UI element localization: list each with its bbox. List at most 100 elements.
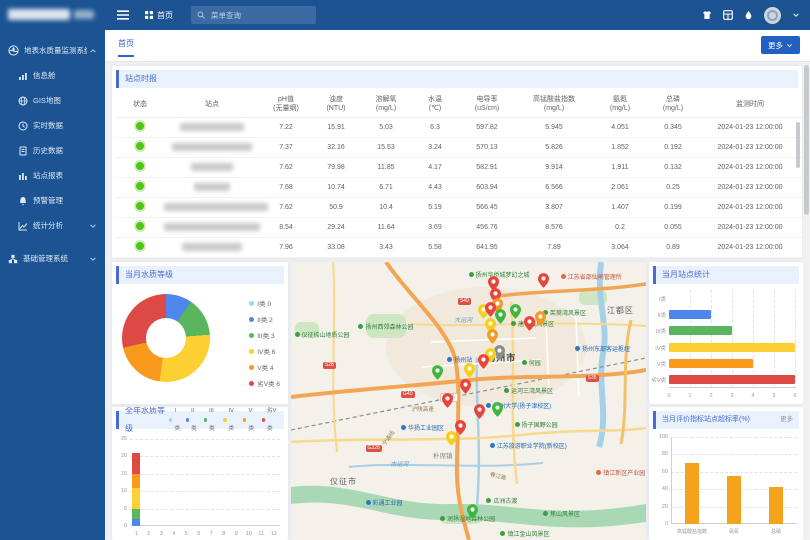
value-cell: 1.407 bbox=[592, 197, 648, 217]
value-cell: 5.03 bbox=[360, 117, 412, 137]
menu-toggle-icon[interactable] bbox=[117, 10, 129, 20]
table-scrollbar[interactable] bbox=[796, 122, 800, 168]
legend-dot bbox=[249, 365, 254, 370]
value-cell: 4.17 bbox=[412, 157, 458, 177]
menu-search-input[interactable] bbox=[209, 10, 310, 21]
value-cell: 0.199 bbox=[648, 197, 698, 217]
value-cell: 29.24 bbox=[312, 217, 360, 237]
status-cell bbox=[116, 157, 164, 177]
more-button[interactable]: 更多 bbox=[761, 36, 800, 54]
legend-dot bbox=[169, 418, 173, 422]
sidebar-item-label: GIS地图 bbox=[33, 95, 97, 106]
legend-item[interactable]: V类 bbox=[243, 407, 257, 438]
legend-item[interactable]: III类 3 bbox=[249, 330, 280, 340]
legend-item[interactable]: IV类 bbox=[223, 407, 238, 438]
avatar[interactable] bbox=[764, 7, 781, 24]
map-pin-green[interactable] bbox=[510, 304, 521, 319]
table-row[interactable]: 7.6250.910.45.19566.453.8071.4070.199202… bbox=[116, 197, 802, 217]
column-header: 状态 bbox=[116, 92, 164, 117]
map-pin-green[interactable] bbox=[495, 309, 506, 324]
map-label-text: 瓜洲古渡 bbox=[493, 496, 517, 505]
exceed-rate-more-link[interactable]: 更多 bbox=[780, 411, 793, 429]
x-tick-label: 3 bbox=[156, 531, 166, 537]
window-scrollbar[interactable] bbox=[803, 62, 810, 540]
panel-title: 当月水质等级 bbox=[125, 266, 173, 284]
table-row[interactable]: 7.6810.746.714.43603.946.5662.0610.25202… bbox=[116, 177, 802, 197]
sidebar-group-surface-water-system[interactable]: 地表水质量监测系统 bbox=[0, 38, 105, 63]
tab-home[interactable]: 首页 bbox=[118, 38, 134, 57]
user-chevron-down-icon[interactable] bbox=[792, 11, 800, 19]
map-label-town: 朴席镇 bbox=[433, 450, 453, 460]
map-pin-green[interactable] bbox=[432, 365, 443, 380]
map-pin-orange[interactable] bbox=[487, 329, 498, 344]
map-pin-orange[interactable] bbox=[535, 311, 546, 326]
map-pin-red[interactable] bbox=[485, 302, 496, 317]
breadcrumb[interactable]: 首页 bbox=[145, 10, 173, 21]
map-pin-yellow[interactable] bbox=[446, 431, 457, 446]
map-label-poi-green: 扬州西郊森林公园 bbox=[358, 322, 413, 331]
table-row[interactable]: 7.3732.1615.533.24570.135.8261.8520.1922… bbox=[116, 137, 802, 157]
legend-item[interactable]: 劣V类 6 bbox=[249, 378, 280, 388]
legend-item[interactable]: I类 bbox=[169, 407, 181, 438]
map-panel[interactable]: 扬州市江都区仪征市扬州站大运河扬州华侨城梦幻之城江苏省邵仙闸管理所扬州西郊森林公… bbox=[291, 262, 646, 540]
sidebar-item-alert-management[interactable]: 预警管理 bbox=[0, 188, 105, 213]
legend-item[interactable]: V类 4 bbox=[249, 362, 280, 372]
gridline bbox=[795, 290, 796, 388]
alert-icon bbox=[18, 196, 28, 206]
map-pin-red[interactable] bbox=[538, 273, 549, 288]
sidebar-item-info-cabin[interactable]: 信息舱 bbox=[0, 63, 105, 88]
legend-item[interactable]: III类 bbox=[204, 407, 218, 438]
sidebar-item-history-data[interactable]: 历史数据 bbox=[0, 138, 105, 163]
sidebar-group-base-management-system[interactable]: 基础管理系统 bbox=[0, 246, 105, 271]
panel-title: 当月站点统计 bbox=[662, 266, 710, 284]
map-label-text: 江苏旅游职业学院(新校区) bbox=[497, 441, 567, 450]
map-label-text: 宁通线 bbox=[380, 429, 396, 447]
legend-item[interactable]: II类 bbox=[186, 407, 199, 438]
station-name-redacted bbox=[164, 177, 260, 197]
table-row[interactable]: 7.6279.9811.854.17582.919.9141.9110.1322… bbox=[116, 157, 802, 177]
menu-search[interactable] bbox=[191, 6, 316, 24]
station-stats-panel: 当月站点统计 0123456I类II类III类IV类V类劣V类 bbox=[649, 262, 803, 404]
sidebar-item-realtime-data[interactable]: 实时数据 bbox=[0, 113, 105, 138]
bar bbox=[685, 463, 699, 524]
map-pin-yellow[interactable] bbox=[464, 363, 475, 378]
map-pin-green[interactable] bbox=[492, 402, 503, 417]
value-cell: 0.192 bbox=[648, 137, 698, 157]
year-quality-panel: 全年水质等级 I类II类III类IV类V类劣V类 051015202512345… bbox=[112, 407, 288, 540]
monitor-time-cell: 2024-01-23 12:00:00 bbox=[698, 197, 802, 217]
table-row[interactable]: 8.5429.2411.643.69456.768.5760.20.055202… bbox=[116, 217, 802, 237]
sidebar-item-station-report[interactable]: 站点报表 bbox=[0, 163, 105, 188]
map-pin-red[interactable] bbox=[524, 316, 535, 331]
table-row[interactable]: 7.2215.915.036.3597.825.9454.0510.345202… bbox=[116, 117, 802, 137]
window-scrollbar-thumb[interactable] bbox=[804, 65, 809, 215]
x-axis bbox=[669, 387, 795, 388]
map-pin-green[interactable] bbox=[467, 504, 478, 519]
legend-label: V类 4 bbox=[257, 362, 273, 372]
layout-icon[interactable] bbox=[723, 10, 733, 20]
legend-item[interactable]: 劣V类 bbox=[262, 407, 280, 438]
theme-skin-icon[interactable] bbox=[702, 10, 712, 20]
value-cell: 5.945 bbox=[516, 117, 592, 137]
road-badge: G328 bbox=[366, 445, 382, 452]
x-tick-label: 高锰酸盐指数 bbox=[671, 528, 713, 535]
sidebar-item-label: 历史数据 bbox=[33, 145, 97, 156]
map-label-text: 镇江新区产业园 bbox=[603, 468, 645, 477]
sidebar-item-statistics-analysis[interactable]: 统计分析 bbox=[0, 213, 105, 238]
legend-item[interactable]: II类 2 bbox=[249, 314, 280, 324]
map-pin-red[interactable] bbox=[460, 379, 471, 394]
flame-icon[interactable] bbox=[744, 10, 753, 20]
map-pin-red[interactable] bbox=[442, 393, 453, 408]
value-cell: 8.54 bbox=[260, 217, 312, 237]
bar bbox=[669, 326, 732, 335]
legend-item[interactable]: I类 0 bbox=[249, 298, 280, 308]
map-pin-red[interactable] bbox=[478, 354, 489, 369]
value-cell: 0.89 bbox=[648, 237, 698, 257]
map-label-text: 焦山风景区 bbox=[550, 509, 580, 518]
gridline bbox=[690, 290, 691, 388]
table-row[interactable]: 7.9633.083.435.58641.957.893.0640.892024… bbox=[116, 237, 802, 257]
map-label-text: 华扬工业园区 bbox=[408, 423, 444, 432]
legend-item[interactable]: IV类 6 bbox=[249, 346, 280, 356]
status-dot bbox=[136, 202, 144, 210]
map-pin-red[interactable] bbox=[474, 404, 485, 419]
sidebar-item-gis-map[interactable]: GIS地图 bbox=[0, 88, 105, 113]
